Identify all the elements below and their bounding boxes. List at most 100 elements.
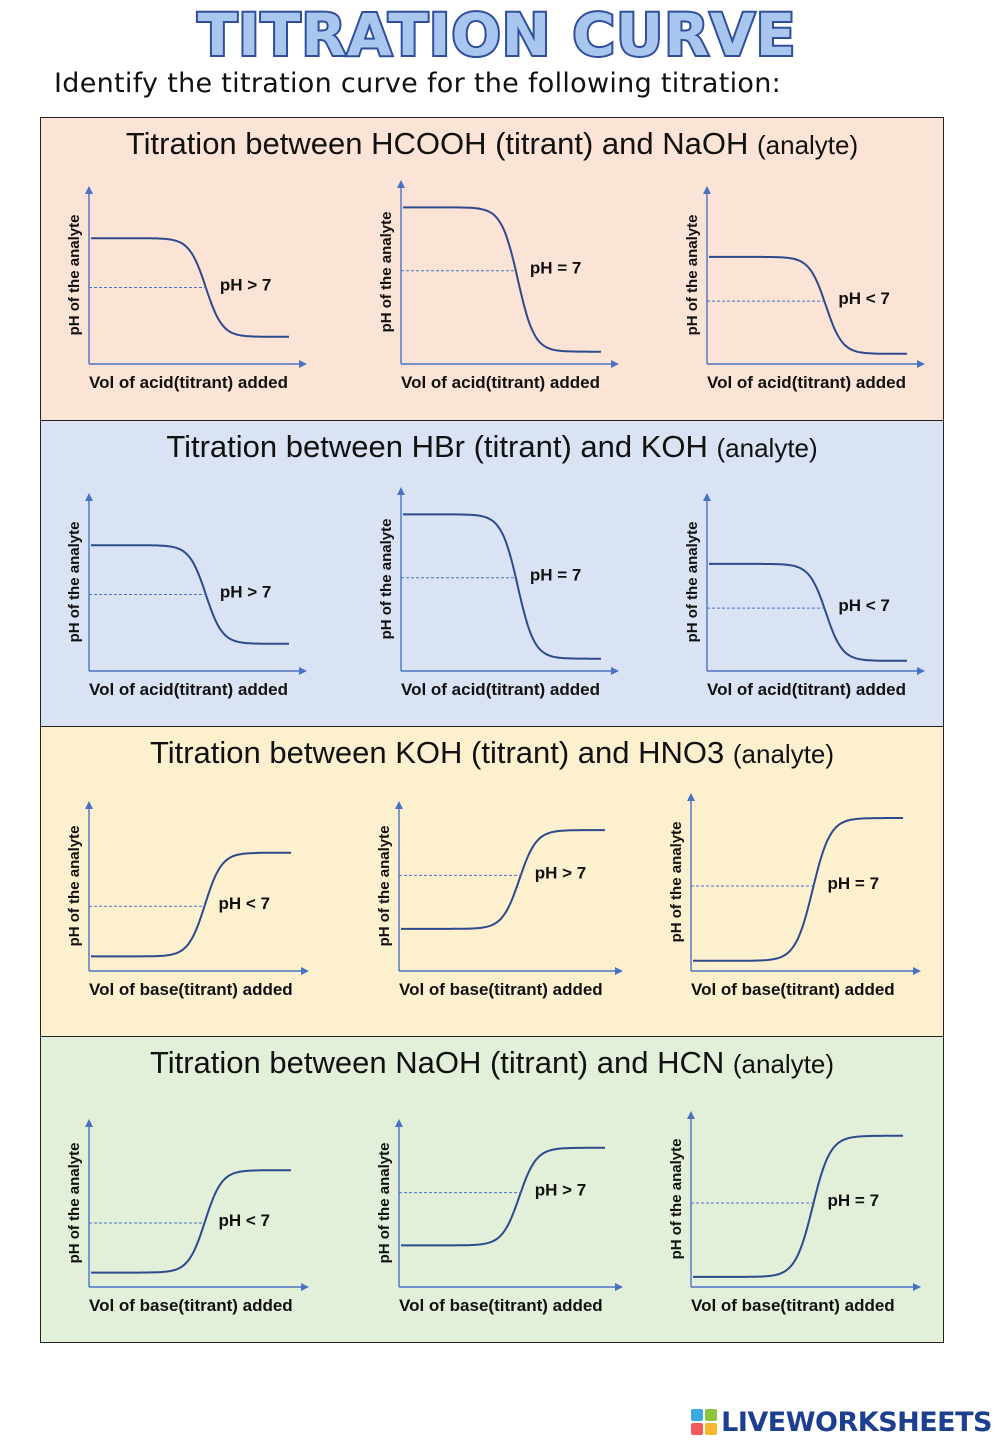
x-axis-arrow-icon [299,360,307,368]
equivalence-ph-label: pH = 7 [828,1191,880,1210]
titration-curve [401,829,605,930]
y-axis-label: pH of the analyte [66,522,83,643]
x-axis-label: Vol of acid(titrant) added [707,373,906,392]
y-axis-arrow-icon [85,1119,93,1127]
x-axis-label: Vol of base(titrant) added [691,980,895,999]
y-axis-label: pH of the analyte [684,215,701,336]
equivalence-ph-label: pH > 7 [535,863,587,882]
section-heading: Titration between HCOOH (titrant) and Na… [41,126,943,162]
y-axis-arrow-icon [397,180,405,188]
x-axis-arrow-icon [913,1283,921,1291]
section-heading-main: Titration between NaOH (titrant) and HCN [149,1045,725,1080]
equivalence-ph-label: pH < 7 [218,894,270,913]
instruction-text: Identify the titration curve for the fol… [54,68,782,99]
equivalence-ph-label: pH < 7 [838,596,890,615]
titration-curve [403,206,601,353]
equivalence-ph-label: pH > 7 [220,583,272,602]
x-axis-label: Vol of base(titrant) added [89,1296,293,1315]
section-heading-tag: (analyte) [716,433,818,463]
x-axis-arrow-icon [913,967,921,975]
equivalence-ph-label: pH > 7 [220,276,272,295]
y-axis-label: pH of the analyte [66,1143,83,1264]
equivalence-ph-label: pH = 7 [530,259,582,278]
y-axis-label: pH of the analyte [66,215,83,336]
section-heading-tag: (analyte) [756,130,859,160]
option-graph-3[interactable]: pH < 7 pH of the analyte Vol of acid(titra… [679,487,939,707]
x-axis-label: Vol of acid(titrant) added [401,680,600,699]
option-graph-1[interactable]: pH > 7 pH of the analyte Vol of acid(titra… [61,180,321,400]
option-graph-1[interactable]: pH > 7 pH of the analyte Vol of acid(titra… [61,487,321,707]
page-title: TITRATION CURVE [196,0,798,70]
y-axis-arrow-icon [85,186,93,194]
section-heading-main: Titration between KOH (titrant) and HNO3 [149,735,725,770]
x-axis-label: Vol of acid(titrant) added [89,680,288,699]
y-axis-arrow-icon [397,487,405,495]
x-axis-arrow-icon [917,667,925,675]
option-graph-2[interactable]: pH = 7 pH of the analyte Vol of acid(titra… [373,481,633,707]
y-axis-arrow-icon [395,1119,403,1127]
section-heading-tag: (analyte) [732,739,835,769]
equivalence-ph-label: pH > 7 [535,1181,587,1200]
equivalence-ph-label: pH = 7 [530,566,582,585]
liveworksheets-logo: LIVEWORKSHEETS [691,1405,992,1439]
y-axis-arrow-icon [687,793,695,801]
option-graph-3[interactable]: pH < 7 pH of the analyte Vol of acid(titra… [679,180,939,400]
section-heading: Titration between HBr (titrant) and KOH … [41,429,943,465]
x-axis-arrow-icon [615,1283,623,1291]
option-graph-1[interactable]: pH < 7 pH of the analyte Vol of base(titra… [61,1113,323,1323]
x-axis-label: Vol of base(titrant) added [89,980,293,999]
y-axis-arrow-icon [395,801,403,809]
equivalence-ph-label: pH < 7 [218,1211,270,1230]
y-axis-label: pH of the analyte [376,1143,393,1264]
y-axis-label: pH of the analyte [376,826,393,947]
titration-curve [709,255,907,355]
section-hcooh-naoh: Titration between HCOOH (titrant) and Na… [40,117,944,422]
y-axis-arrow-icon [85,493,93,501]
section-heading-tag: (analyte) [732,1049,835,1079]
titration-curve [91,544,289,645]
section-heading: Titration between NaOH (titrant) and HCN… [41,1045,943,1081]
x-axis-label: Vol of acid(titrant) added [707,680,906,699]
titration-curve [709,562,907,662]
option-graph-2[interactable]: pH > 7 pH of the analyte Vol of base(titra… [371,1113,637,1323]
equivalence-ph-label: pH < 7 [838,289,890,308]
titration-curve [91,851,291,958]
section-hbr-koh: Titration between HBr (titrant) and KOH … [40,420,944,727]
x-axis-label: Vol of acid(titrant) added [89,373,288,392]
option-graph-2[interactable]: pH > 7 pH of the analyte Vol of base(titra… [371,795,637,1007]
x-axis-label: Vol of acid(titrant) added [401,373,600,392]
section-koh-hno3: Titration between KOH (titrant) and HNO3… [40,726,944,1037]
logo-blocks-icon [691,1409,718,1435]
x-axis-arrow-icon [301,1283,309,1291]
x-axis-arrow-icon [301,967,309,975]
x-axis-label: Vol of base(titrant) added [399,1296,603,1315]
titration-curve [91,237,289,338]
y-axis-label: pH of the analyte [668,822,685,943]
titration-curve [693,1134,903,1278]
titration-curve [693,817,903,962]
titration-curve [401,1146,605,1247]
page-title-text: TITRATION CURVE [198,1,797,69]
y-axis-arrow-icon [687,1111,695,1119]
x-axis-arrow-icon [615,967,623,975]
y-axis-label: pH of the analyte [684,522,701,643]
y-axis-label: pH of the analyte [378,519,395,640]
y-axis-arrow-icon [85,801,93,809]
titration-curve [403,513,601,660]
logo-text: LIVEWORKSHEETS [721,1406,992,1438]
y-axis-arrow-icon [703,186,711,194]
option-graph-3[interactable]: pH = 7 pH of the analyte Vol of base(titra… [663,787,935,1007]
section-heading-main: Titration between HBr (titrant) and KOH [166,429,708,464]
x-axis-arrow-icon [299,667,307,675]
x-axis-arrow-icon [611,360,619,368]
x-axis-label: Vol of base(titrant) added [399,980,603,999]
x-axis-label: Vol of base(titrant) added [691,1296,895,1315]
section-naoh-hcn: Titration between NaOH (titrant) and HCN… [40,1036,944,1343]
option-graph-3[interactable]: pH = 7 pH of the analyte Vol of base(titra… [663,1105,935,1323]
y-axis-label: pH of the analyte [668,1139,685,1260]
option-graph-2[interactable]: pH = 7 pH of the analyte Vol of acid(titra… [373,174,633,400]
y-axis-arrow-icon [703,493,711,501]
x-axis-arrow-icon [611,667,619,675]
y-axis-label: pH of the analyte [66,826,83,947]
option-graph-1[interactable]: pH < 7 pH of the analyte Vol of base(titra… [61,795,323,1007]
